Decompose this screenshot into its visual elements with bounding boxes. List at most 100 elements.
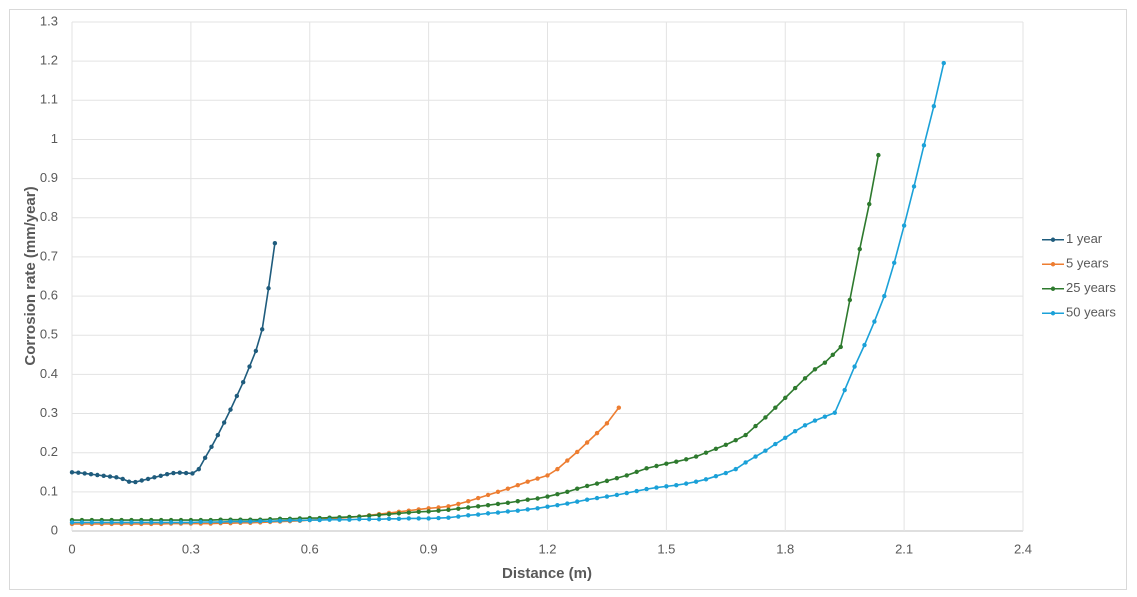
data-point	[644, 466, 649, 471]
y-tick-label: 1	[51, 131, 58, 146]
data-point	[114, 475, 119, 480]
data-point	[266, 286, 271, 291]
data-point	[733, 437, 738, 443]
data-point	[545, 504, 550, 509]
data-point	[783, 395, 788, 401]
data-point	[79, 520, 85, 525]
data-point	[126, 479, 132, 484]
data-point	[555, 491, 560, 497]
x-axis-title: Distance (m)	[502, 565, 592, 582]
data-point	[267, 519, 273, 524]
data-point	[485, 511, 491, 516]
data-point	[683, 457, 689, 462]
data-point	[505, 500, 511, 506]
data-point	[594, 430, 600, 436]
data-point	[753, 423, 758, 429]
data-point	[535, 496, 540, 501]
data-point	[505, 486, 511, 491]
data-point	[208, 519, 213, 525]
data-point	[664, 461, 669, 466]
data-point	[297, 518, 303, 523]
data-point	[535, 476, 540, 481]
data-point	[171, 470, 176, 476]
data-point	[317, 517, 322, 523]
data-point	[723, 442, 729, 448]
data-point	[594, 481, 600, 486]
data-point	[158, 473, 163, 478]
data-point	[703, 477, 709, 482]
data-point	[723, 470, 729, 476]
data-point	[847, 297, 853, 303]
data-point	[555, 502, 560, 508]
data-point	[178, 520, 184, 525]
y-tick-label: 1.2	[40, 53, 58, 68]
data-point	[466, 513, 471, 518]
data-point	[466, 505, 471, 510]
data-point	[119, 520, 124, 525]
data-point	[177, 470, 182, 475]
data-point	[149, 520, 154, 525]
legend-label: 25 years	[1066, 280, 1116, 295]
data-point	[753, 454, 758, 459]
data-point	[366, 513, 372, 518]
y-tick-label: 0.1	[40, 483, 58, 498]
data-point	[196, 466, 201, 472]
data-point	[95, 472, 100, 478]
data-point	[347, 517, 352, 522]
data-point	[456, 506, 461, 511]
data-point	[604, 478, 610, 484]
data-point	[921, 143, 927, 148]
data-point	[183, 470, 189, 476]
data-point	[416, 509, 421, 515]
data-point	[838, 344, 843, 350]
data-point	[109, 520, 114, 525]
data-point	[634, 488, 639, 494]
data-point	[703, 450, 709, 455]
data-point	[215, 432, 221, 438]
data-point	[882, 293, 887, 299]
data-point	[783, 435, 788, 441]
data-point	[456, 514, 461, 519]
data-point	[674, 459, 679, 464]
y-tick-label: 1.3	[40, 13, 58, 28]
data-point	[535, 506, 540, 511]
data-point	[555, 466, 560, 472]
data-point	[129, 520, 134, 525]
data-point	[693, 479, 699, 484]
data-point	[812, 418, 818, 423]
data-point	[911, 184, 917, 189]
data-point	[76, 470, 81, 475]
data-point	[683, 481, 689, 486]
x-tick-label: 1.5	[657, 541, 675, 556]
data-point	[644, 486, 649, 492]
data-point	[234, 393, 240, 399]
data-point	[107, 474, 113, 479]
data-point	[565, 489, 570, 495]
data-point	[396, 516, 402, 522]
data-point	[88, 472, 94, 477]
data-point	[436, 505, 441, 510]
data-point	[525, 479, 530, 484]
data-point	[495, 489, 501, 495]
data-point	[89, 520, 95, 525]
data-point	[565, 458, 570, 463]
x-tick-label: 0.6	[301, 541, 319, 556]
data-point	[307, 517, 312, 523]
data-point	[802, 376, 808, 381]
data-point	[515, 499, 520, 504]
data-point	[495, 501, 501, 507]
data-point	[584, 497, 590, 502]
data-point	[466, 499, 471, 504]
data-point	[69, 470, 75, 475]
legend-marker	[1050, 311, 1056, 316]
x-tick-label: 2.4	[1014, 541, 1032, 556]
data-point	[198, 519, 203, 525]
data-point	[604, 494, 610, 499]
data-point	[475, 512, 481, 517]
data-point	[446, 504, 451, 509]
data-point	[228, 407, 233, 412]
data-point	[69, 520, 75, 525]
data-point	[830, 352, 835, 358]
data-point	[99, 520, 104, 525]
data-point	[525, 507, 530, 512]
